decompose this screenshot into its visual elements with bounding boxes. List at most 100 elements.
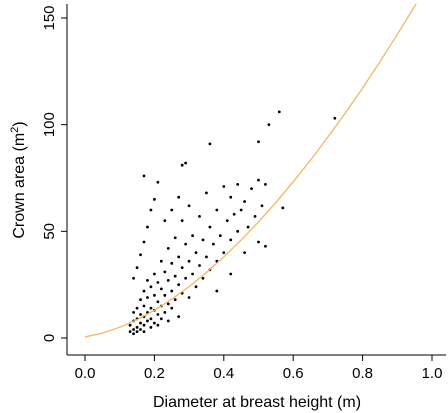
data-point [132, 276, 135, 280]
data-point [257, 240, 260, 244]
data-point [191, 234, 194, 238]
scatter-points [128, 110, 337, 336]
data-point [173, 298, 177, 301]
data-point [246, 225, 250, 229]
data-point [166, 279, 170, 282]
data-point [232, 212, 236, 216]
data-point [166, 247, 170, 250]
data-point [201, 276, 205, 280]
data-point [156, 300, 160, 304]
data-point [142, 304, 146, 308]
data-point [177, 315, 181, 319]
fit-line [84, 4, 417, 338]
data-point [135, 330, 139, 333]
data-point [139, 321, 142, 325]
data-point [146, 279, 149, 282]
data-point [173, 236, 177, 240]
y-tick-label: 50 [41, 223, 58, 240]
fitted-curve [84, 4, 417, 338]
data-point [132, 332, 135, 336]
plot-frame [66, 4, 446, 356]
data-point [180, 219, 184, 223]
data-point [236, 229, 240, 233]
x-tick-label: 0.6 [283, 365, 304, 382]
data-point [156, 313, 160, 316]
data-point [142, 323, 146, 327]
data-point [236, 183, 240, 186]
data-point [264, 244, 267, 248]
data-point [229, 272, 233, 276]
data-point [163, 311, 167, 314]
data-point [166, 319, 170, 323]
data-point [163, 270, 167, 274]
data-point [198, 264, 201, 267]
x-tick-label: 0.2 [144, 365, 165, 382]
data-point [257, 178, 260, 182]
data-point [128, 323, 132, 327]
data-point [142, 174, 146, 178]
data-point [177, 255, 181, 259]
y-axis-label: Crown area (m2) [9, 121, 28, 238]
data-point [156, 323, 160, 327]
data-point [153, 293, 156, 297]
data-point [135, 266, 139, 269]
data-point [194, 251, 198, 255]
data-point [139, 298, 142, 301]
x-axis-label: Diameter at breast height (m) [153, 394, 361, 411]
y-tick-label: 100 [41, 112, 58, 137]
data-point [257, 140, 260, 144]
data-point [198, 215, 201, 218]
data-point [215, 289, 219, 293]
data-point [139, 253, 142, 257]
data-point [281, 206, 285, 210]
data-point [208, 225, 212, 229]
x-tick-label: 0.0 [75, 365, 96, 382]
data-point [201, 238, 205, 242]
data-point [135, 325, 139, 329]
data-point [194, 285, 198, 289]
data-point [163, 219, 167, 223]
data-point [146, 225, 149, 229]
data-point [128, 330, 132, 333]
data-point [149, 306, 153, 310]
x-tick-label: 0.4 [213, 365, 234, 382]
data-point [250, 187, 253, 191]
data-point [239, 208, 243, 212]
data-point [132, 328, 135, 331]
data-point [180, 266, 184, 269]
data-point [170, 261, 174, 265]
data-point [243, 251, 247, 255]
data-point [156, 180, 160, 184]
data-point [153, 321, 156, 325]
data-point [184, 276, 188, 280]
data-point [229, 238, 233, 242]
data-point [159, 259, 163, 263]
data-point [191, 272, 194, 276]
data-point [253, 215, 257, 218]
data-point [225, 219, 229, 223]
data-point [243, 200, 247, 203]
data-point [187, 259, 191, 263]
data-point [163, 293, 167, 297]
data-point [205, 255, 208, 259]
data-point [139, 328, 142, 331]
data-point [260, 204, 264, 208]
data-point [277, 110, 281, 114]
data-point [139, 313, 142, 316]
data-point [184, 161, 188, 165]
data-point [264, 183, 267, 186]
data-point [208, 142, 212, 146]
data-point [333, 116, 337, 120]
data-point [205, 191, 208, 195]
data-point [142, 240, 146, 244]
data-point [222, 185, 226, 188]
data-point [170, 306, 174, 310]
data-point [153, 272, 156, 276]
data-point [170, 208, 174, 212]
data-point [173, 274, 177, 278]
data-point [146, 296, 149, 299]
data-point [159, 287, 163, 291]
x-tick-label: 0.8 [352, 365, 373, 382]
data-point [142, 289, 146, 293]
